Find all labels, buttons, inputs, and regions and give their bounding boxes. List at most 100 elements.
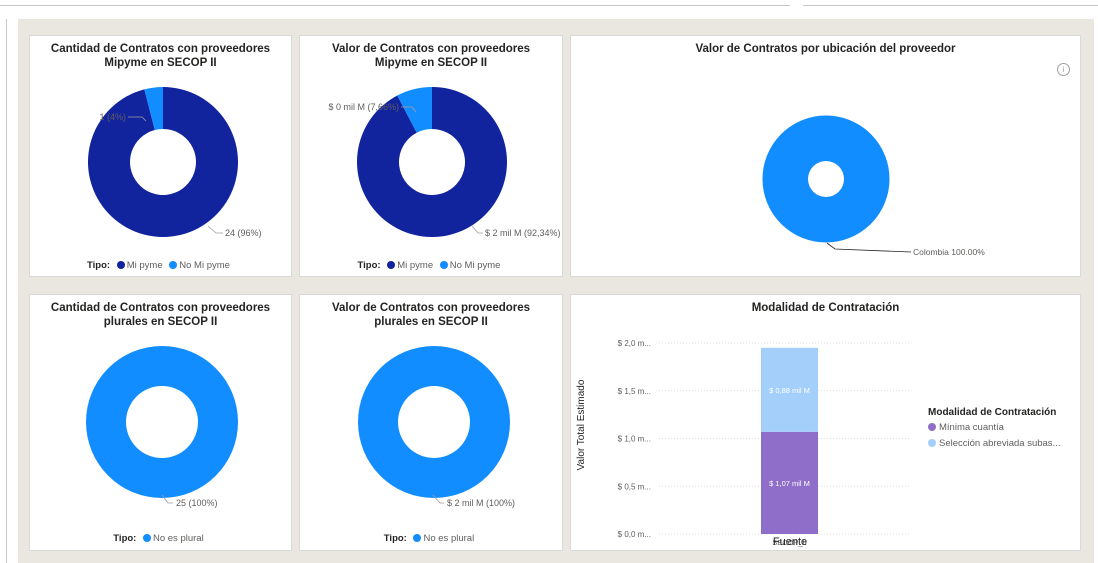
- legend-item-no-es-plural[interactable]: No es plural: [142, 533, 204, 544]
- donut-chart[interactable]: $ 2 mil M (100%): [300, 295, 564, 552]
- card-title: Valor de Contratos con proveedores Mipym…: [306, 42, 556, 70]
- leader-line-small: [128, 116, 147, 122]
- card-mipyme-count[interactable]: Cantidad de Contratos con proveedores Mi…: [29, 35, 292, 277]
- legend-title: Tipo:: [113, 533, 137, 544]
- data-label-big: $ 2 mil M (92,34%): [485, 228, 561, 238]
- donut-chart[interactable]: Colombia 100.00%: [571, 36, 1082, 278]
- report-canvas: Cantidad de Contratos con proveedores Mi…: [18, 19, 1094, 563]
- donut-slices: [86, 346, 238, 498]
- y-axis-ticks: $ 0,0 m... $ 0,5 m... $ 1,0 m... $ 1,5 m...…: [618, 339, 651, 539]
- y-tick-label: $ 1,5 m...: [618, 387, 651, 396]
- leader-line-small: [401, 106, 417, 113]
- title-line-1: Valor de Contratos con proveedores: [331, 43, 531, 55]
- title-line-1: Valor de Contratos con proveedores: [331, 302, 531, 314]
- top-border-left: [0, 5, 790, 6]
- card-title: Valor de Contratos con proveedores plura…: [306, 301, 556, 329]
- legend-title: Tipo:: [87, 260, 111, 271]
- legend-item-mi-pyme[interactable]: Mi pyme: [387, 260, 433, 271]
- legend-label: No Mi pyme: [179, 260, 230, 271]
- donut-slices: [762, 115, 890, 243]
- y-tick-label: $ 1,0 m...: [618, 435, 651, 444]
- title-line-2: plurales en SECOP II: [103, 316, 218, 328]
- donut-slices: [88, 87, 238, 237]
- donut-chart[interactable]: 25 (100%): [30, 295, 293, 552]
- legend-marker: [387, 261, 396, 269]
- legend-label: No es plural: [152, 533, 204, 544]
- gridlines: [659, 342, 911, 535]
- slice-colombia[interactable]: [762, 115, 890, 243]
- legend-title: Tipo:: [383, 533, 407, 544]
- legend-item-mi-pyme[interactable]: Mi pyme: [116, 260, 163, 271]
- donut-slices: [358, 346, 510, 498]
- slice-no-es-plural[interactable]: [86, 346, 238, 498]
- bar-data-label: $ 0,88 mil M: [769, 386, 810, 395]
- card-title: Cantidad de Contratos con proveedores Mi…: [36, 42, 285, 70]
- stacked-bar-chart[interactable]: $ 0,0 m... $ 0,5 m... $ 1,0 m... $ 1,5 m...…: [571, 295, 911, 552]
- bar-segment[interactable]: [761, 431, 818, 534]
- legend: Tipo: No es plural: [30, 533, 291, 544]
- y-tick-label: $ 2,0 m...: [618, 339, 651, 348]
- legend-label: Mínima cuantía: [939, 422, 1004, 433]
- legend-label: Selección abreviada subas...: [939, 438, 1061, 449]
- title-line-1: Cantidad de Contratos con proveedores: [50, 43, 271, 55]
- legend-marker: [142, 534, 151, 542]
- data-label-small: $ 0 mil M (7,66%): [328, 102, 399, 112]
- card-location-value[interactable]: Valor de Contratos por ubicación del pro…: [570, 35, 1081, 277]
- leader-line: [432, 494, 444, 504]
- legend-label: No es plural: [423, 533, 475, 544]
- legend-label: Mi pyme: [126, 260, 163, 271]
- data-label-small: 1 (4%): [99, 112, 126, 122]
- data-label: 25 (100%): [176, 498, 218, 508]
- legend-marker: [928, 439, 936, 447]
- legend-item-no-mi-pyme[interactable]: No Mi pyme: [439, 260, 501, 271]
- top-border-right: [803, 5, 1098, 6]
- title-line-2: Mipyme en SECOP II: [374, 57, 488, 69]
- card-title: Valor de Contratos por ubicación del pro…: [695, 43, 956, 55]
- legend-label: No Mi pyme: [449, 260, 501, 271]
- legend-item-no-mi-pyme[interactable]: No Mi pyme: [169, 260, 230, 271]
- legend: Modalidad de Contratación Mínima cuantía…: [928, 407, 1060, 454]
- data-label: Colombia 100.00%: [913, 247, 985, 257]
- legend-marker: [413, 534, 422, 542]
- legend: Tipo: No es plural: [300, 533, 562, 544]
- legend-label: Mi pyme: [397, 260, 434, 271]
- title-line-2: plurales en SECOP II: [374, 316, 488, 328]
- donut-chart[interactable]: 1 (4%) 24 (96%): [30, 36, 293, 278]
- slice-no-es-plural[interactable]: [358, 346, 510, 498]
- donut-chart[interactable]: $ 0 mil M (7,66%) $ 2 mil M (92,34%): [300, 36, 564, 278]
- slice-mi-pyme[interactable]: [88, 87, 238, 237]
- bar-data-label: $ 1,07 mil M: [769, 479, 810, 488]
- y-axis-title: Valor Total Estimado: [576, 379, 587, 470]
- legend-marker: [928, 423, 936, 431]
- legend-marker: [116, 261, 125, 269]
- left-border: [6, 19, 7, 563]
- leader-line-big: [207, 225, 223, 234]
- card-plural-count[interactable]: Cantidad de Contratos con proveedores pl…: [29, 294, 292, 551]
- card-title: Modalidad de Contratación: [751, 302, 900, 314]
- leader-line-big: [471, 225, 483, 234]
- data-label-big: 24 (96%): [225, 228, 262, 238]
- legend-item-no-es-plural[interactable]: No es plural: [413, 533, 474, 544]
- x-tick-label: SECOP_II: [772, 538, 807, 547]
- bar-segment[interactable]: [761, 347, 818, 432]
- bar-data-labels: $ 1,07 mil M $ 0,88 mil M: [769, 386, 810, 488]
- slice-mi-pyme[interactable]: [357, 87, 507, 237]
- legend-title: Modalidad de Contratación: [928, 407, 1057, 418]
- title-line-1: Cantidad de Contratos con proveedores: [50, 302, 271, 314]
- legend: Tipo: Mi pyme No Mi pyme: [30, 260, 291, 271]
- legend-marker: [169, 261, 178, 269]
- leader-line: [826, 242, 912, 253]
- card-modalidad[interactable]: Modalidad de Contratación $ 0,0 m... $ 0,…: [570, 294, 1081, 551]
- x-axis-title: Fuente: [773, 536, 807, 548]
- y-tick-label: $ 0,0 m...: [618, 530, 651, 539]
- card-mipyme-value[interactable]: Valor de Contratos con proveedores Mipym…: [299, 35, 563, 277]
- legend-marker: [439, 261, 448, 269]
- card-plural-value[interactable]: Valor de Contratos con proveedores plura…: [299, 294, 563, 551]
- legend-item-minima-cuantia[interactable]: Mínima cuantía: [928, 422, 1060, 433]
- info-icon[interactable]: i: [1057, 63, 1070, 76]
- slice-no-mi-pyme[interactable]: [144, 87, 163, 131]
- slice-outline: [761, 114, 891, 244]
- data-label: $ 2 mil M (100%): [447, 498, 515, 508]
- legend-item-seleccion-abreviada[interactable]: Selección abreviada subas...: [928, 438, 1060, 449]
- legend-title: Tipo:: [357, 260, 381, 271]
